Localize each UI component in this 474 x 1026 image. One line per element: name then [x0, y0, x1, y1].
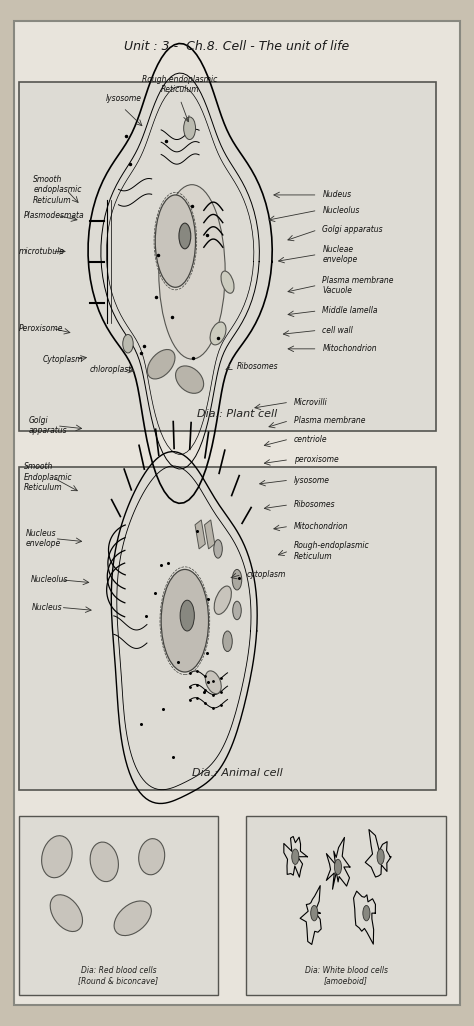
Text: Middle lamella: Middle lamella [322, 307, 378, 315]
Ellipse shape [159, 185, 225, 359]
Text: Plasma membrane
Vacuole: Plasma membrane Vacuole [322, 276, 394, 294]
Text: Cytoplasm: Cytoplasm [43, 355, 83, 363]
Text: lysosome: lysosome [294, 476, 330, 484]
Text: chloroplast: chloroplast [90, 365, 132, 373]
Ellipse shape [292, 850, 299, 864]
Text: Mitochondrion: Mitochondrion [294, 522, 348, 530]
Text: Smooth
endoplasmic
Reticulum: Smooth endoplasmic Reticulum [33, 174, 82, 205]
Text: Golgi
apparatus: Golgi apparatus [28, 417, 67, 435]
Text: Dia.: Plant cell: Dia.: Plant cell [197, 408, 277, 419]
Text: Dia.: Animal cell: Dia.: Animal cell [191, 767, 283, 778]
Ellipse shape [334, 860, 341, 874]
Ellipse shape [214, 586, 231, 615]
Ellipse shape [311, 906, 318, 921]
Ellipse shape [210, 322, 226, 345]
Ellipse shape [42, 836, 72, 877]
FancyBboxPatch shape [19, 816, 218, 995]
Text: Nucleus
envelope: Nucleus envelope [26, 529, 61, 548]
Ellipse shape [221, 271, 234, 293]
Text: Dia: White blood cells
[amoeboid]: Dia: White blood cells [amoeboid] [304, 965, 388, 985]
Ellipse shape [123, 334, 133, 353]
Text: peroxisome: peroxisome [294, 456, 338, 464]
Ellipse shape [183, 117, 196, 140]
FancyBboxPatch shape [19, 82, 436, 431]
Text: Rough-endoplasmic
Reticulum: Rough-endoplasmic Reticulum [294, 542, 370, 560]
Text: Plasmodesmata: Plasmodesmata [24, 211, 84, 220]
Ellipse shape [114, 901, 151, 936]
Text: Ribosomes: Ribosomes [237, 362, 279, 370]
Text: Unit : 3 -  Ch.8. Cell - The unit of life: Unit : 3 - Ch.8. Cell - The unit of life [124, 40, 350, 52]
Text: microtubule: microtubule [19, 247, 65, 255]
Ellipse shape [175, 366, 204, 393]
Ellipse shape [161, 569, 209, 672]
Text: Microvilli: Microvilli [294, 398, 328, 406]
Text: lysosome: lysosome [105, 93, 141, 103]
Text: Peroxisome: Peroxisome [19, 324, 64, 332]
Ellipse shape [232, 569, 242, 590]
Ellipse shape [205, 671, 221, 694]
Ellipse shape [139, 838, 164, 875]
Text: Ribosomes: Ribosomes [294, 501, 336, 509]
Text: Mitochondrion: Mitochondrion [322, 345, 377, 353]
Ellipse shape [50, 895, 82, 932]
Bar [204, 520, 215, 549]
Text: Plasma membrane: Plasma membrane [294, 417, 365, 425]
Ellipse shape [180, 600, 194, 631]
Text: cell wall: cell wall [322, 326, 353, 334]
Ellipse shape [155, 195, 195, 287]
Ellipse shape [179, 224, 191, 249]
Ellipse shape [223, 631, 232, 652]
Ellipse shape [377, 850, 384, 864]
Ellipse shape [214, 540, 222, 558]
Text: cytoplasm: cytoplasm [246, 570, 286, 579]
Text: Golgi apparatus: Golgi apparatus [322, 226, 383, 234]
Bar [195, 520, 205, 549]
Text: centriole: centriole [294, 435, 328, 443]
Text: Rough endoplasmic
Reticulum: Rough endoplasmic Reticulum [142, 75, 218, 94]
Text: Nucleus: Nucleus [32, 603, 63, 611]
Ellipse shape [233, 601, 241, 620]
Text: Nucleolus: Nucleolus [31, 576, 68, 584]
Ellipse shape [90, 842, 118, 881]
Text: Dia: Red blood cells
[Round & biconcave]: Dia: Red blood cells [Round & biconcave] [78, 965, 159, 985]
Ellipse shape [363, 906, 370, 921]
Text: Smooth
Endoplasmic
Reticulum: Smooth Endoplasmic Reticulum [24, 462, 73, 492]
Ellipse shape [147, 350, 175, 379]
FancyBboxPatch shape [19, 467, 436, 790]
Text: Nucleolus: Nucleolus [322, 206, 360, 214]
FancyBboxPatch shape [14, 21, 460, 1005]
Text: Nucleae
envelope: Nucleae envelope [322, 245, 357, 264]
FancyBboxPatch shape [246, 816, 446, 995]
Text: Nudeus: Nudeus [322, 191, 351, 199]
